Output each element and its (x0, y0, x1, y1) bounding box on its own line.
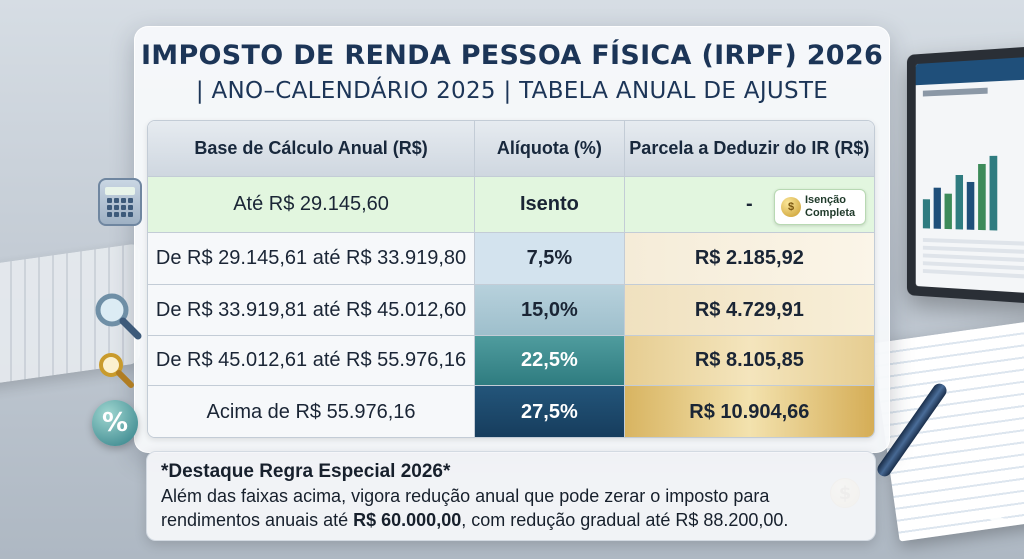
laptop-table-rows (922, 237, 1024, 284)
column-header-aliquota: Alíquota (%) (475, 121, 625, 177)
badge-line2: Completa (805, 207, 856, 219)
cell-parcela: - $ Isenção Completa (624, 177, 874, 233)
sparkle-icon: ✦ (985, 505, 1007, 535)
cell-parcela-value: - (746, 193, 753, 215)
note-line-2-prefix: rendimentos anuais até (161, 510, 354, 530)
table-row: Acima de R$ 55.976,16 27,5% R$ 10.904,66 (148, 386, 874, 437)
note-line-1: Além das faixas acima, vigora redução an… (161, 486, 770, 506)
cell-base: Até R$ 29.145,60 (148, 177, 476, 233)
cell-parcela: R$ 10.904,66 (624, 386, 874, 437)
dollar-hand-icon: $ (781, 197, 801, 217)
badge-line1: Isenção (805, 194, 846, 206)
cell-aliquota: 15,0% (475, 285, 625, 336)
note-line-2: rendimentos anuais até R$ 60.000,00, com… (161, 508, 861, 532)
note-line-2-suffix: , com redução gradual até R$ 88.200,00. (461, 510, 789, 530)
note-highlight-value: R$ 60.000,00 (353, 510, 462, 530)
cell-parcela: R$ 4.729,91 (624, 285, 874, 336)
magnifier-gold-icon (96, 350, 136, 390)
cell-aliquota: 27,5% (475, 386, 625, 437)
tax-table: Base de Cálculo Anual (R$) Alíquota (%) … (147, 120, 875, 438)
laptop-bar-chart (922, 155, 998, 231)
percent-icon: % (92, 400, 138, 446)
cell-aliquota: 22,5% (475, 336, 625, 386)
note-title: *Destaque Regra Especial 2026* (161, 461, 451, 482)
special-rule-note: *Destaque Regra Especial 2026* Além das … (146, 451, 876, 541)
cell-base: De R$ 45.012,61 até R$ 55.976,16 (148, 336, 476, 386)
cell-parcela: R$ 8.105,85 (624, 336, 874, 386)
cell-base: De R$ 33.919,81 até R$ 45.012,60 (148, 285, 476, 336)
table-row: De R$ 29.145,61 até R$ 33.919,80 7,5% R$… (148, 233, 874, 285)
table-header-row: Base de Cálculo Anual (R$) Alíquota (%) … (148, 121, 874, 177)
exemption-badge: $ Isenção Completa (774, 189, 866, 225)
cell-parcela: R$ 2.185,92 (624, 233, 874, 285)
cell-base: Acima de R$ 55.976,16 (148, 386, 476, 437)
magnifier-icon (92, 290, 144, 342)
page-subtitle: | ANO–CALENDÁRIO 2025 | TABELA ANUAL DE … (195, 78, 829, 104)
cell-aliquota: 7,5% (475, 233, 625, 285)
table-row: De R$ 33.919,81 até R$ 45.012,60 15,0% R… (148, 285, 874, 336)
calculator-icon (98, 178, 142, 226)
table-row: De R$ 45.012,61 até R$ 55.976,16 22,5% R… (148, 336, 874, 386)
cell-aliquota: Isento (475, 177, 625, 233)
page-title: IMPOSTO DE RENDA PESSOA FÍSICA (IRPF) 20… (140, 40, 884, 71)
column-header-base: Base de Cálculo Anual (R$) (148, 121, 476, 177)
cell-base: De R$ 29.145,61 até R$ 33.919,80 (148, 233, 476, 285)
column-header-parcela: Parcela a Deduzir do IR (R$) (624, 121, 874, 177)
table-row: Até R$ 29.145,60 Isento - $ Isenção Comp… (148, 177, 874, 233)
